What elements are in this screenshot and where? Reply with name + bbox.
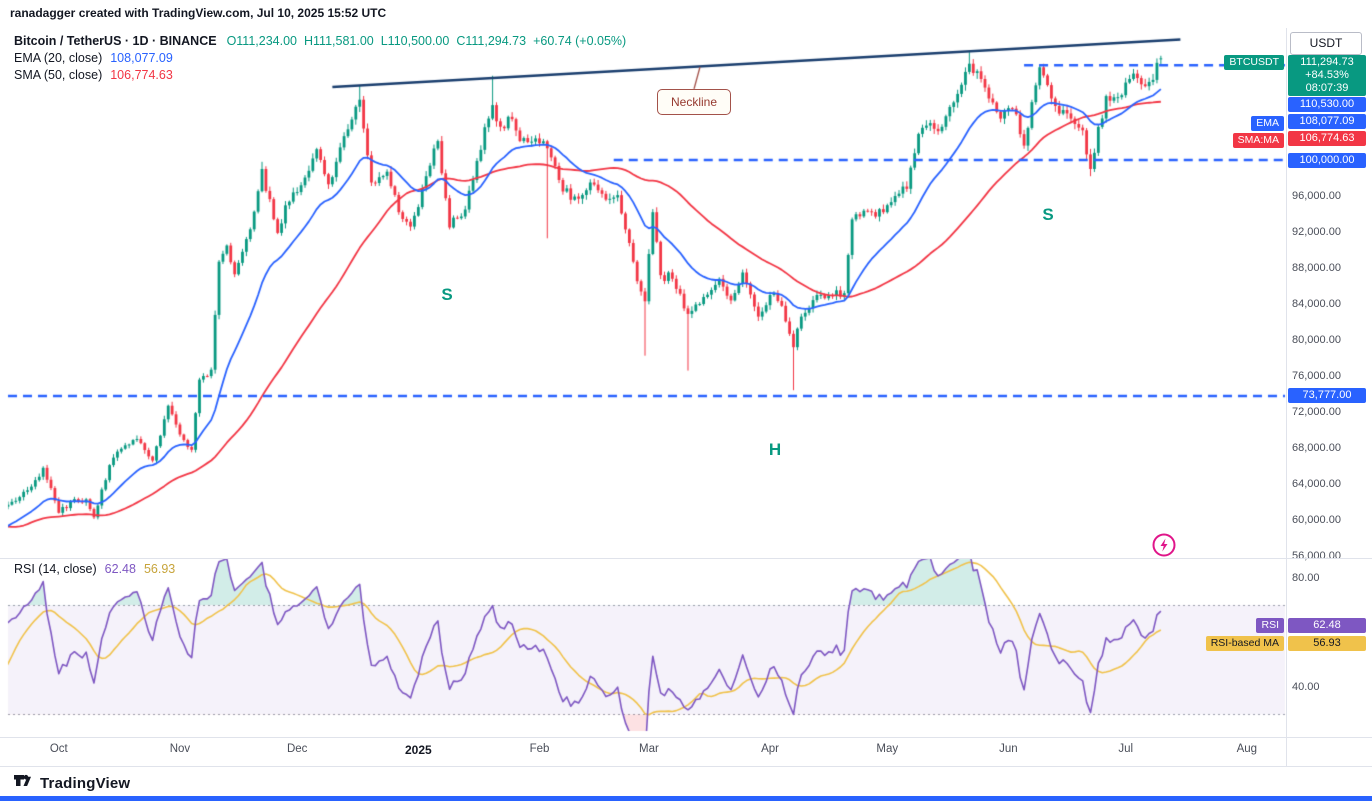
flash-marker-icon[interactable] bbox=[1151, 532, 1177, 563]
time-axis-label-dec: Dec bbox=[286, 743, 308, 755]
sma-legend-row[interactable]: SMA (50, close) 106,774.63 bbox=[14, 67, 633, 83]
currency-toggle-button[interactable]: USDT bbox=[1290, 32, 1362, 55]
rsi-legend[interactable]: RSI (14, close) 62.48 56.93 bbox=[14, 562, 175, 576]
ohlc-close: C111,294.73 bbox=[456, 34, 527, 48]
symbol-legend[interactable]: Bitcoin / TetherUS · 1D · BINANCE O111,23… bbox=[14, 33, 633, 84]
ohlc-change: +60.74 (+0.05%) bbox=[533, 34, 627, 48]
rsi-legend-value: 62.48 bbox=[104, 562, 136, 576]
tradingview-logo-icon bbox=[12, 770, 33, 796]
sma-line-tag: SMA:MA bbox=[1232, 133, 1284, 148]
footer-separator bbox=[0, 766, 1372, 767]
time-axis[interactable]: Oct Nov Dec 2025 Feb Mar Apr May Jun Jul Aug bbox=[0, 743, 1372, 759]
pattern-letter-head[interactable]: H bbox=[768, 440, 782, 459]
time-axis-label-jun: Jun bbox=[999, 743, 1018, 755]
axis-separator-vertical bbox=[1286, 28, 1287, 766]
header-credit: ranadagger created with TradingView.com,… bbox=[10, 6, 387, 20]
rsi-value-badge: 62.48 bbox=[1288, 618, 1366, 633]
time-axis-label-may: May bbox=[876, 743, 899, 755]
ohlc-low: L110,500.00 bbox=[380, 34, 450, 48]
level-badge-100000: 100,000.00 bbox=[1288, 153, 1366, 168]
bar-countdown: 08:07:39 bbox=[1305, 82, 1349, 94]
last-price-change-pct: +84.53% bbox=[1305, 69, 1349, 81]
tradingview-wordmark: TradingView bbox=[40, 774, 131, 792]
level-badge-73777: 73,777.00 bbox=[1288, 388, 1366, 403]
ohlc-open: O111,234.00 bbox=[226, 34, 297, 48]
pattern-letter-left-shoulder[interactable]: S bbox=[441, 285, 453, 304]
ohlc-values: O111,234.00 H111,581.00 L110,500.00 C111,29… bbox=[227, 34, 634, 48]
symbol-legend-row[interactable]: Bitcoin / TetherUS · 1D · BINANCE O111,23… bbox=[14, 33, 633, 49]
footer-brand[interactable]: TradingView bbox=[12, 770, 130, 796]
sma-legend-label[interactable]: SMA (50, close) bbox=[14, 68, 103, 82]
time-axis-label-aug: Aug bbox=[1236, 743, 1258, 755]
level-badge-110530: 110,530.00 bbox=[1288, 97, 1366, 112]
pattern-letter-right-shoulder[interactable]: S bbox=[1042, 205, 1054, 224]
ohlc-high: H111,581.00 bbox=[304, 34, 374, 48]
rsi-ma-value-badge: 56.93 bbox=[1288, 636, 1366, 651]
symbol-title[interactable]: Bitcoin / TetherUS · 1D · BINANCE bbox=[14, 34, 217, 48]
time-axis-label-feb: Feb bbox=[529, 743, 550, 755]
time-axis-separator bbox=[0, 737, 1372, 738]
time-axis-label-mar: Mar bbox=[639, 743, 659, 755]
pane-separator[interactable] bbox=[0, 558, 1372, 559]
time-axis-label-jul: Jul bbox=[1118, 743, 1134, 755]
neckline-callout[interactable]: Neckline bbox=[657, 89, 731, 115]
ema-value-badge: 108,077.09 bbox=[1288, 114, 1366, 129]
ema-legend-row[interactable]: EMA (20, close) 108,077.09 bbox=[14, 50, 633, 66]
time-axis-label-apr: Apr bbox=[761, 743, 779, 755]
ema-legend-value: 108,077.09 bbox=[110, 51, 173, 65]
ema-legend-label[interactable]: EMA (20, close) bbox=[14, 51, 103, 65]
last-price-badge: 111,294.73 +84.53% 08:07:39 bbox=[1288, 55, 1366, 96]
rsi-line-tag: RSI bbox=[1256, 618, 1284, 633]
sma-value-badge: 106,774.63 bbox=[1288, 131, 1366, 146]
last-price-value: 111,294.73 bbox=[1300, 56, 1354, 68]
rsi-ma-line-tag: RSI-based MA bbox=[1205, 636, 1284, 651]
time-axis-label-oct: Oct bbox=[49, 743, 68, 755]
sma-legend-value: 106,774.63 bbox=[110, 68, 173, 82]
time-axis-label-nov: Nov bbox=[169, 743, 191, 755]
symbol-price-line-tag: BTCUSDT bbox=[1224, 55, 1284, 70]
rsi-ma-legend-value: 56.93 bbox=[143, 562, 176, 576]
rsi-legend-title[interactable]: RSI (14, close) bbox=[14, 562, 97, 576]
bottom-accent-bar bbox=[0, 796, 1372, 801]
time-axis-label-2025: 2025 bbox=[404, 743, 432, 757]
ema-line-tag: EMA bbox=[1251, 116, 1284, 131]
